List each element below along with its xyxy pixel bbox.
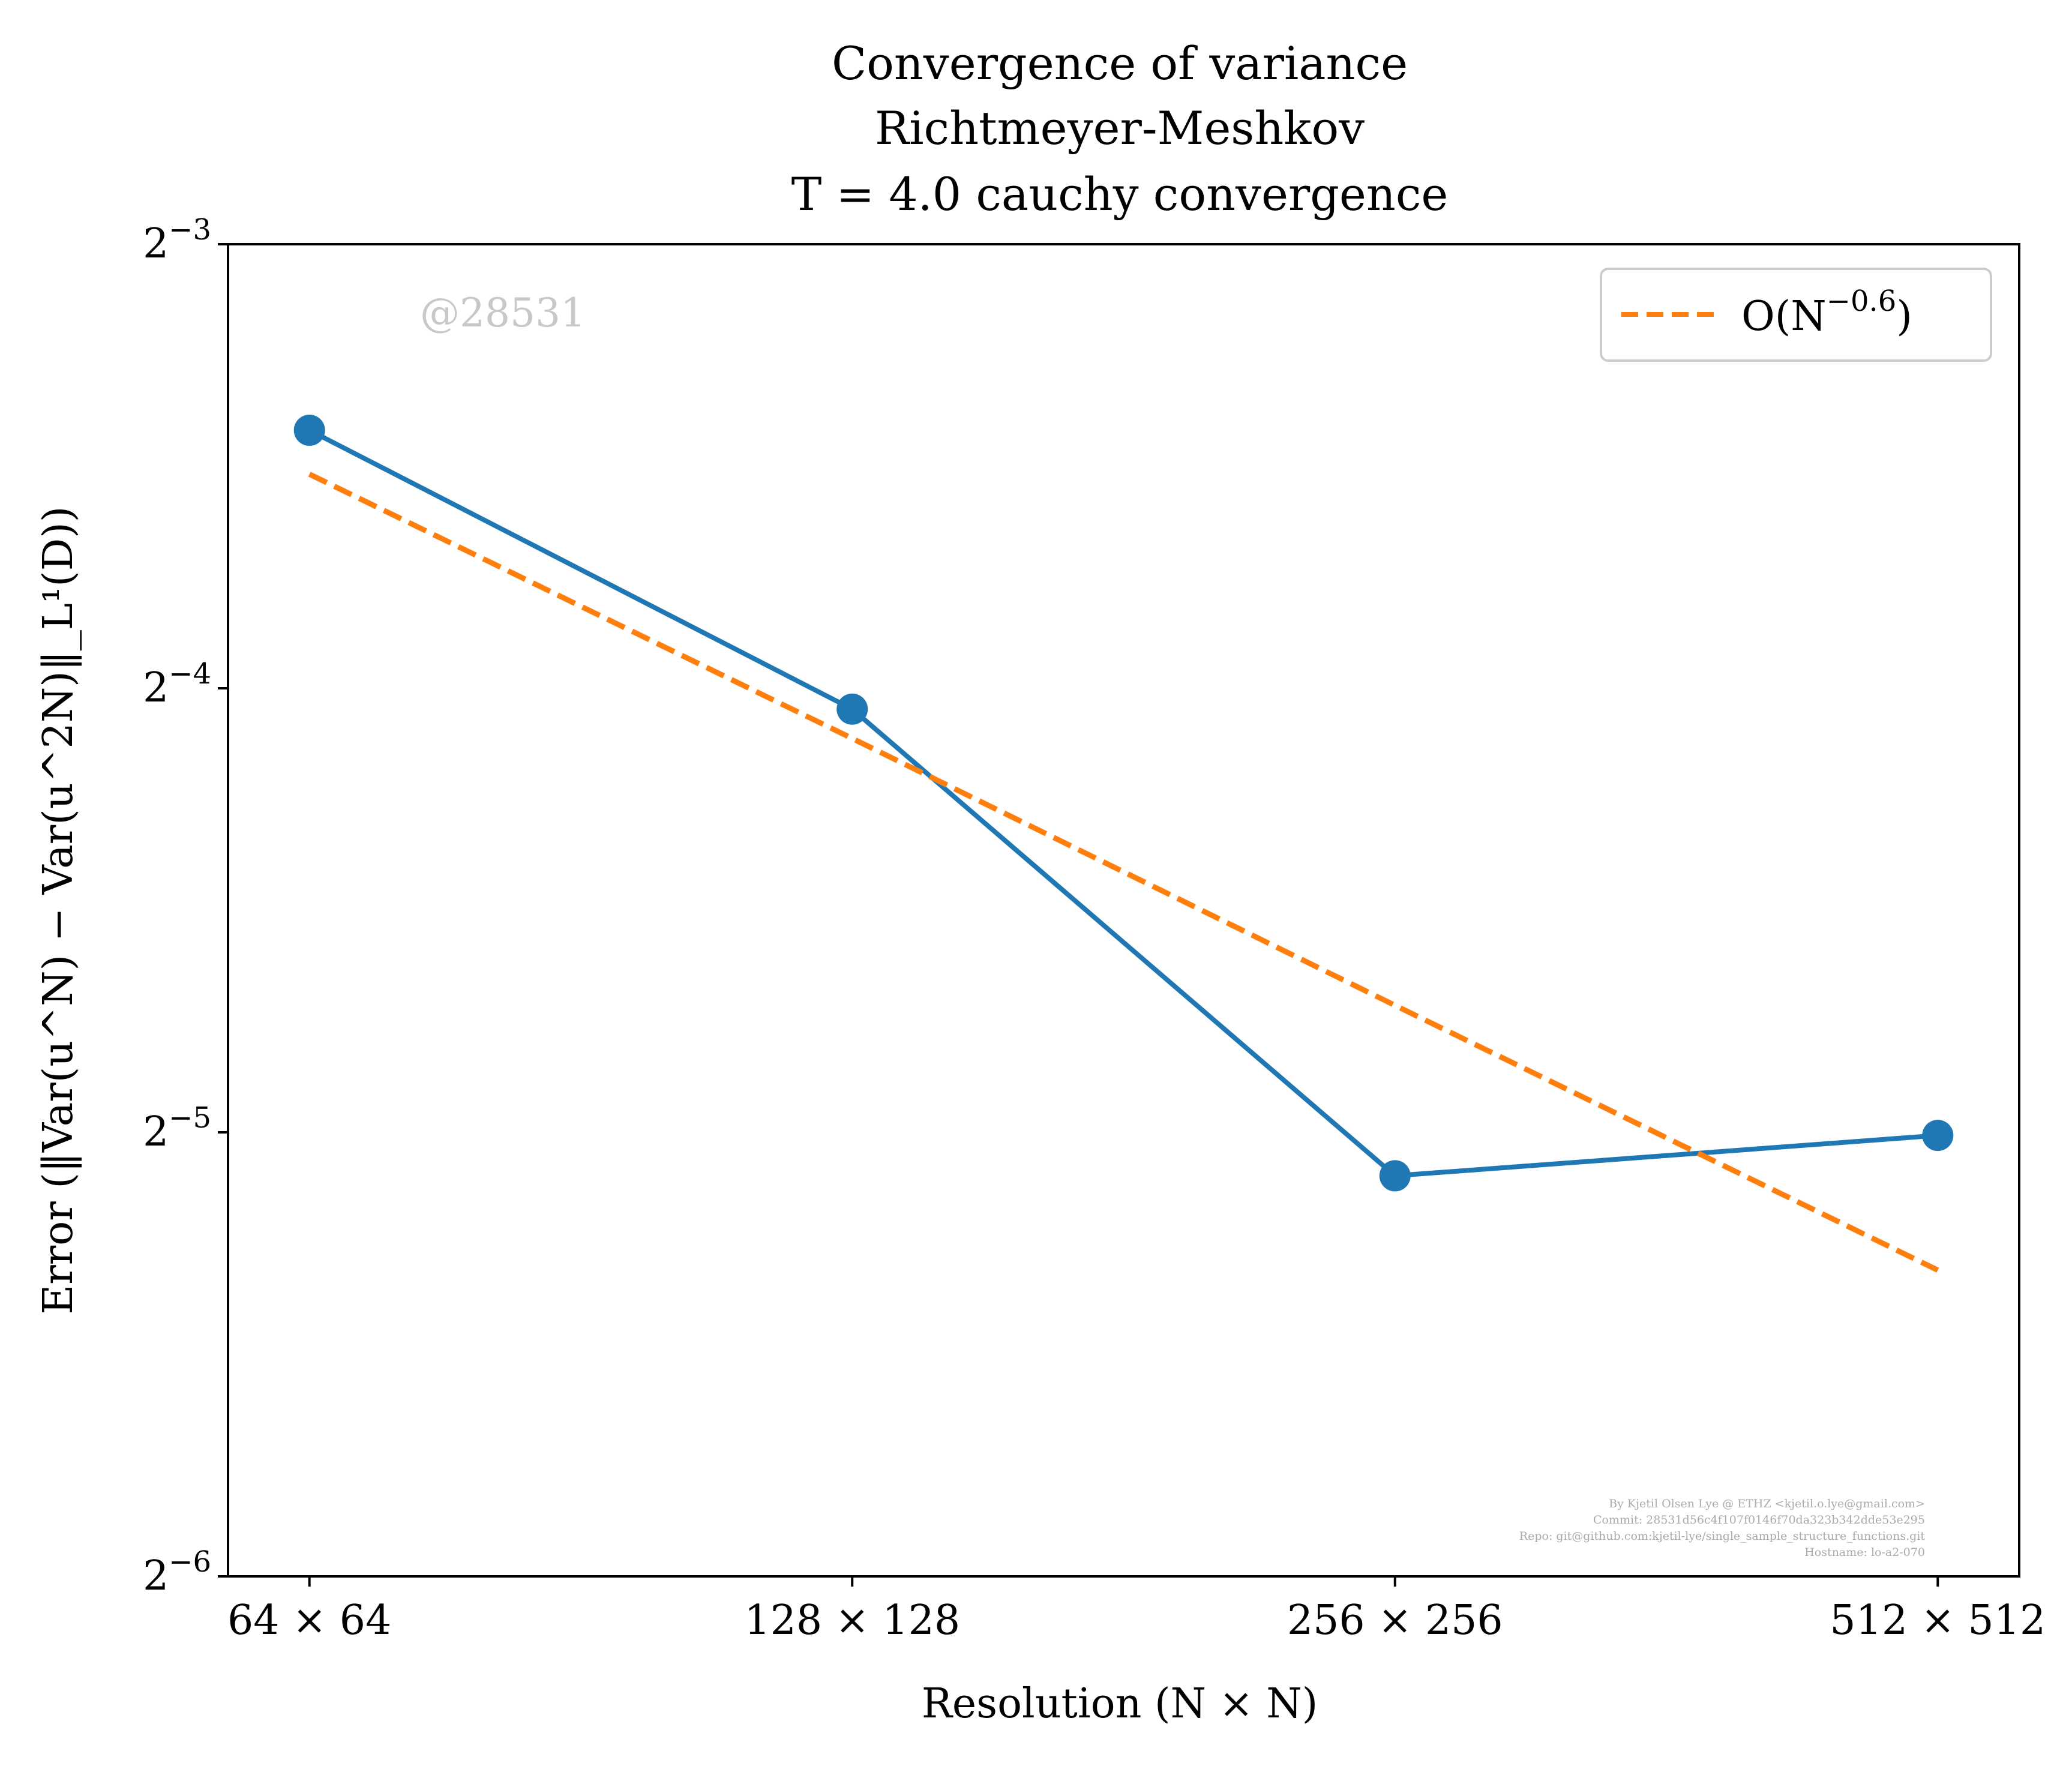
y-tick-base-2: 2 [143,1108,169,1156]
x-tick-label-2: 256 × 256 [1287,1597,1503,1644]
watermark: @28531 [420,290,586,336]
title-line-1: Convergence of variance [832,37,1408,90]
credit-line-2: Commit: 28531d56c4f107f0146f70da323b342d… [1593,1513,1925,1527]
y-tick-label-2: 2−5 [143,1101,211,1156]
series-layer [293,414,1954,1273]
x-tick-label-1: 128 × 128 [744,1597,960,1644]
series-0-point-2 [1379,1160,1411,1192]
y-tick-base-3: 2 [143,1552,169,1600]
legend-box [1600,268,1992,362]
x-axis: 64 × 64 128 × 128 256 × 256 512 × 512 [227,1576,2046,1644]
series-1-line [308,472,1939,1273]
y-axis-label: Error (‖Var(u^N) − Var(u^2N)‖_L¹(D)) [35,506,82,1315]
credit-line-3: Repo: git@github.com:kjetil-lye/single_s… [1519,1530,1926,1543]
title-line-2: Richtmeyer-Meshkov [875,101,1365,155]
y-tick-label-3: 2−6 [143,1545,211,1600]
series-0-point-0 [293,414,325,446]
legend: O(N−0.6) [1600,268,1992,362]
y-tick-label-0: 2−3 [143,213,211,268]
legend-label: O(N−0.6) [1741,284,1912,340]
y-tick-exponent-2: −5 [169,1101,211,1135]
legend-label-base: O(N [1741,293,1827,340]
legend-label-tail: ) [1896,293,1912,340]
series-0-line [308,428,1938,1179]
y-tick-label-1: 2−4 [143,657,211,712]
credit-block: By Kjetil Olsen Lye @ ETHZ <kjetil.o.lye… [1519,1497,1926,1559]
y-tick-exponent-1: −4 [169,657,211,691]
title-line-3: T = 4.0 cauchy convergence [791,167,1449,221]
credit-line-1: By Kjetil Olsen Lye @ ETHZ <kjetil.o.lye… [1609,1497,1925,1510]
y-axis: 2−32−42−52−6 [143,213,228,1600]
x-tick-label-3: 512 × 512 [1830,1597,2046,1644]
y-tick-base-0: 2 [143,220,169,268]
series-0-point-3 [1922,1120,1954,1152]
y-tick-exponent-3: −6 [169,1545,211,1579]
chart-title: Convergence of variance Richtmeyer-Meshk… [791,37,1449,221]
series-0-point-1 [836,693,868,725]
y-tick-base-1: 2 [143,664,169,712]
y-tick-exponent-0: −3 [169,213,211,247]
legend-label-exp: −0.6 [1827,284,1897,318]
x-axis-label: Resolution (N × N) [922,1680,1318,1728]
credit-line-4: Hostname: lo-a2-070 [1804,1546,1925,1559]
x-tick-label-0: 64 × 64 [227,1597,391,1644]
plot-area [227,243,2020,1578]
